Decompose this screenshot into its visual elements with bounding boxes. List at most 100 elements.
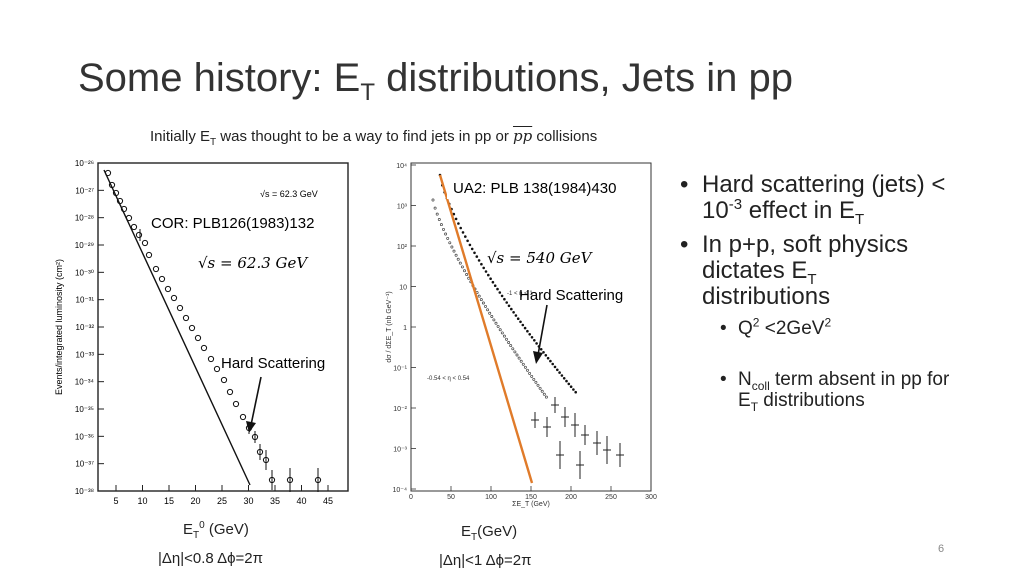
right-plot-region-label-1: -1 < η < 1 <box>507 291 533 297</box>
right-plot-point-open <box>456 257 460 261</box>
right-plot-point-filled <box>539 348 543 351</box>
right-plot-point-open <box>439 223 443 227</box>
bullet-ncoll: • Ncoll term absent in pp for ET distribu… <box>720 369 950 414</box>
right-plot-point-open <box>488 311 492 315</box>
right-plot-point-open <box>528 371 532 375</box>
right-plot-fit-line <box>438 174 534 484</box>
right-plot-xtick-label: 50 <box>447 494 455 501</box>
left-plot-frame <box>97 162 349 492</box>
left-plot-ylabel: Events/integrated luminosity (cm²) <box>54 259 64 395</box>
right-plot-point-open <box>460 265 464 269</box>
right-plot-point-open <box>448 241 452 245</box>
right-plot-point-filled <box>507 304 511 308</box>
right-plot-point-open <box>479 298 483 302</box>
right-plot-point-open <box>431 198 435 202</box>
bullet-hard-scattering: • Hard scattering (jets) < 10-3 effect in… <box>680 171 946 228</box>
bullet-soft-physics: • In p+p, soft physics dictates ET distri… <box>680 231 909 310</box>
right-plot-region-label-2: -0.54 < η < 0.54 <box>427 376 470 382</box>
right-caption-et: ET(GeV) <box>461 523 518 543</box>
left-plot-reference: COR: PLB126(1983)132 <box>151 215 314 232</box>
right-plot-point-filled <box>510 307 513 311</box>
right-plot-point-filled <box>452 212 456 216</box>
slide-subtitle: Initially ET was thought to be a way to … <box>150 127 598 148</box>
left-plot-xtick-label: 35 <box>270 496 280 506</box>
left-plot-xtick-label: 5 <box>113 496 118 506</box>
right-plot-point-open <box>538 386 542 390</box>
left-plot-data-point <box>220 376 228 384</box>
right-plot-point-filled <box>491 280 495 284</box>
right-plot-point-open <box>530 374 534 378</box>
left-plot-data-point <box>130 223 138 231</box>
right-plot-point-open <box>492 318 496 322</box>
right-plot-ytick-label: 10⁻³ <box>393 447 407 454</box>
left-plot-data-point <box>135 231 143 239</box>
right-plot-point-open <box>484 304 487 308</box>
left-plot-data-point <box>141 239 149 247</box>
right-plot-point-filled <box>473 251 476 255</box>
right-plot-point-open <box>507 341 511 344</box>
left-plot-ytick-label: 10⁻³⁴ <box>75 378 95 387</box>
right-plot-arrowhead <box>533 351 543 364</box>
left-plot-data-point <box>164 285 172 293</box>
right-plot-point-filled <box>470 247 474 251</box>
left-plot-data-point <box>226 388 234 396</box>
right-plot-point-open <box>435 212 439 216</box>
right-plot-point-open <box>452 249 456 253</box>
right-plot-point-filled <box>567 382 571 386</box>
right-plot-point-open <box>523 365 527 369</box>
left-plot-data-point <box>213 365 221 373</box>
right-plot: 10⁴ 10³ 10² 10 1 10⁻¹ 10⁻² 10⁻³ 10⁻⁴ 0 50 100 150 20… <box>386 162 657 508</box>
right-plot-point-open <box>515 353 519 357</box>
left-plot-ytick-label: 10⁻²⁶ <box>75 159 94 168</box>
right-plot-point-open <box>454 253 458 257</box>
left-plot-data-point <box>116 197 124 205</box>
left-plot-ytick-label: 10⁻³³ <box>76 350 95 359</box>
left-plot-ytick-label: 10⁻³⁰ <box>75 268 94 277</box>
left-plot-ytick-label: 10⁻²⁸ <box>75 214 94 223</box>
left-plot-arrow <box>250 376 262 426</box>
right-plot-point-filled <box>468 243 472 247</box>
right-plot-point-open <box>444 232 448 236</box>
right-plot-point-filled <box>519 320 522 324</box>
left-plot-data-point <box>194 334 202 342</box>
right-plot-arrow <box>537 304 548 356</box>
left-plot-fit-line <box>103 169 251 486</box>
left-plot-xtick-label: 25 <box>217 496 227 506</box>
right-plot-point-filled <box>503 297 506 301</box>
left-plot-xtick-label: 40 <box>296 496 306 506</box>
right-plot-ytick-label: 10⁻² <box>393 406 407 413</box>
right-plot-point-filled <box>569 385 573 388</box>
right-plot-point-filled <box>480 262 483 266</box>
right-plot-ytick-label: 10⁻⁴ <box>393 487 408 494</box>
right-plot-point-filled <box>556 368 559 372</box>
right-plot-sqrt-s: √s = 540 GeV <box>487 249 594 267</box>
right-plot-point-open <box>498 328 502 332</box>
right-plot-point-filled <box>516 317 520 320</box>
right-plot-point-filled <box>498 291 502 294</box>
right-plot-xtick-label: 100 <box>485 494 497 501</box>
right-plot-point-filled <box>493 284 497 287</box>
right-plot-xlabel: ΣE_T (GeV) <box>512 501 550 508</box>
right-plot-ytick-label: 10⁻¹ <box>393 366 407 373</box>
right-plot-point-open <box>477 294 481 298</box>
right-plot-point-open <box>486 308 490 312</box>
right-plot-point-filled <box>535 342 538 345</box>
left-plot-data-point <box>145 251 153 259</box>
left-plot-data-point <box>104 169 112 177</box>
right-plot-point-open <box>517 356 521 360</box>
right-plot-point-open <box>534 380 538 384</box>
bullet-q2: • Q2 <2GeV2 <box>720 315 832 339</box>
right-plot-point-open <box>502 334 506 338</box>
left-caption-et: ET0 (GeV) <box>183 520 249 541</box>
bullet-list: • Hard scattering (jets) < 10-3 effect in… <box>680 172 950 419</box>
right-plot-annotation: Hard Scattering <box>519 287 623 304</box>
right-plot-reference: UA2: PLB 138(1984)430 <box>453 180 616 197</box>
left-plot-ytick-label: 10⁻²⁹ <box>75 241 94 250</box>
left-plot-data-point <box>112 189 120 197</box>
right-plot-point-filled <box>482 266 485 270</box>
right-plot-point-filled <box>475 255 479 258</box>
right-plot-point-open <box>496 324 500 328</box>
right-plot-point-filled <box>457 222 460 225</box>
right-plot-point-open <box>458 261 462 265</box>
left-plot-data-point <box>120 205 128 213</box>
